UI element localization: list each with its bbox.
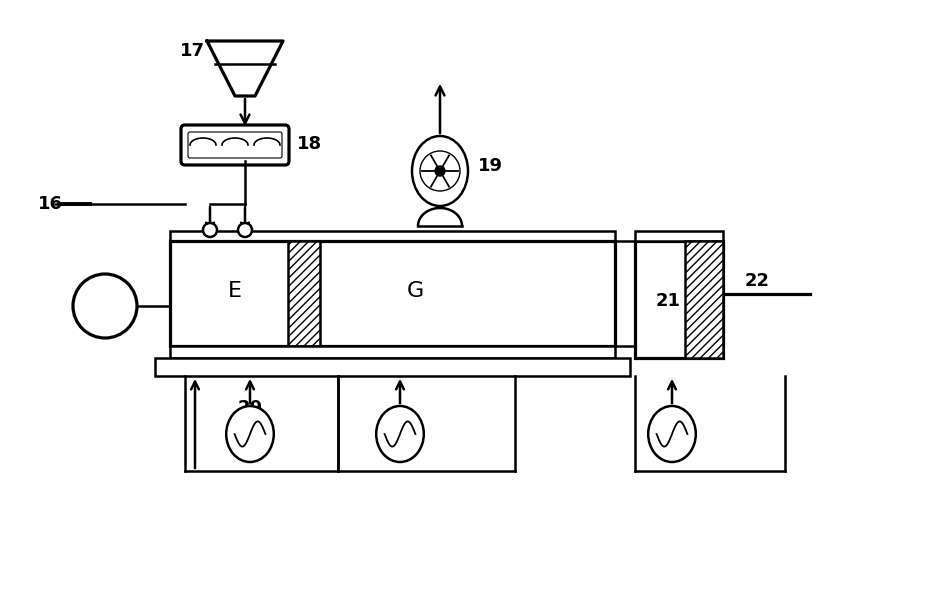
- Ellipse shape: [412, 136, 468, 206]
- Bar: [635, 231, 723, 241]
- Polygon shape: [207, 41, 283, 96]
- Bar: [685, 241, 723, 358]
- Polygon shape: [418, 208, 462, 226]
- Bar: [170, 346, 615, 358]
- Text: 22: 22: [745, 272, 770, 290]
- Ellipse shape: [648, 406, 695, 462]
- Bar: [170, 241, 615, 346]
- Circle shape: [203, 223, 217, 237]
- Bar: [170, 231, 615, 241]
- Bar: [635, 241, 723, 358]
- Circle shape: [73, 274, 137, 338]
- Ellipse shape: [226, 406, 274, 462]
- FancyBboxPatch shape: [181, 125, 289, 165]
- Circle shape: [435, 166, 445, 176]
- Text: 19: 19: [478, 157, 503, 175]
- Ellipse shape: [376, 406, 423, 462]
- Text: M: M: [97, 297, 113, 315]
- Text: E: E: [228, 281, 242, 301]
- Text: 20: 20: [237, 399, 263, 417]
- Bar: [155, 358, 630, 376]
- Bar: [288, 241, 320, 346]
- Text: G: G: [407, 281, 423, 301]
- Text: 17: 17: [180, 42, 205, 60]
- Text: 16: 16: [38, 195, 63, 213]
- Text: 21: 21: [656, 292, 680, 310]
- Circle shape: [238, 223, 252, 237]
- Text: 18: 18: [297, 135, 322, 153]
